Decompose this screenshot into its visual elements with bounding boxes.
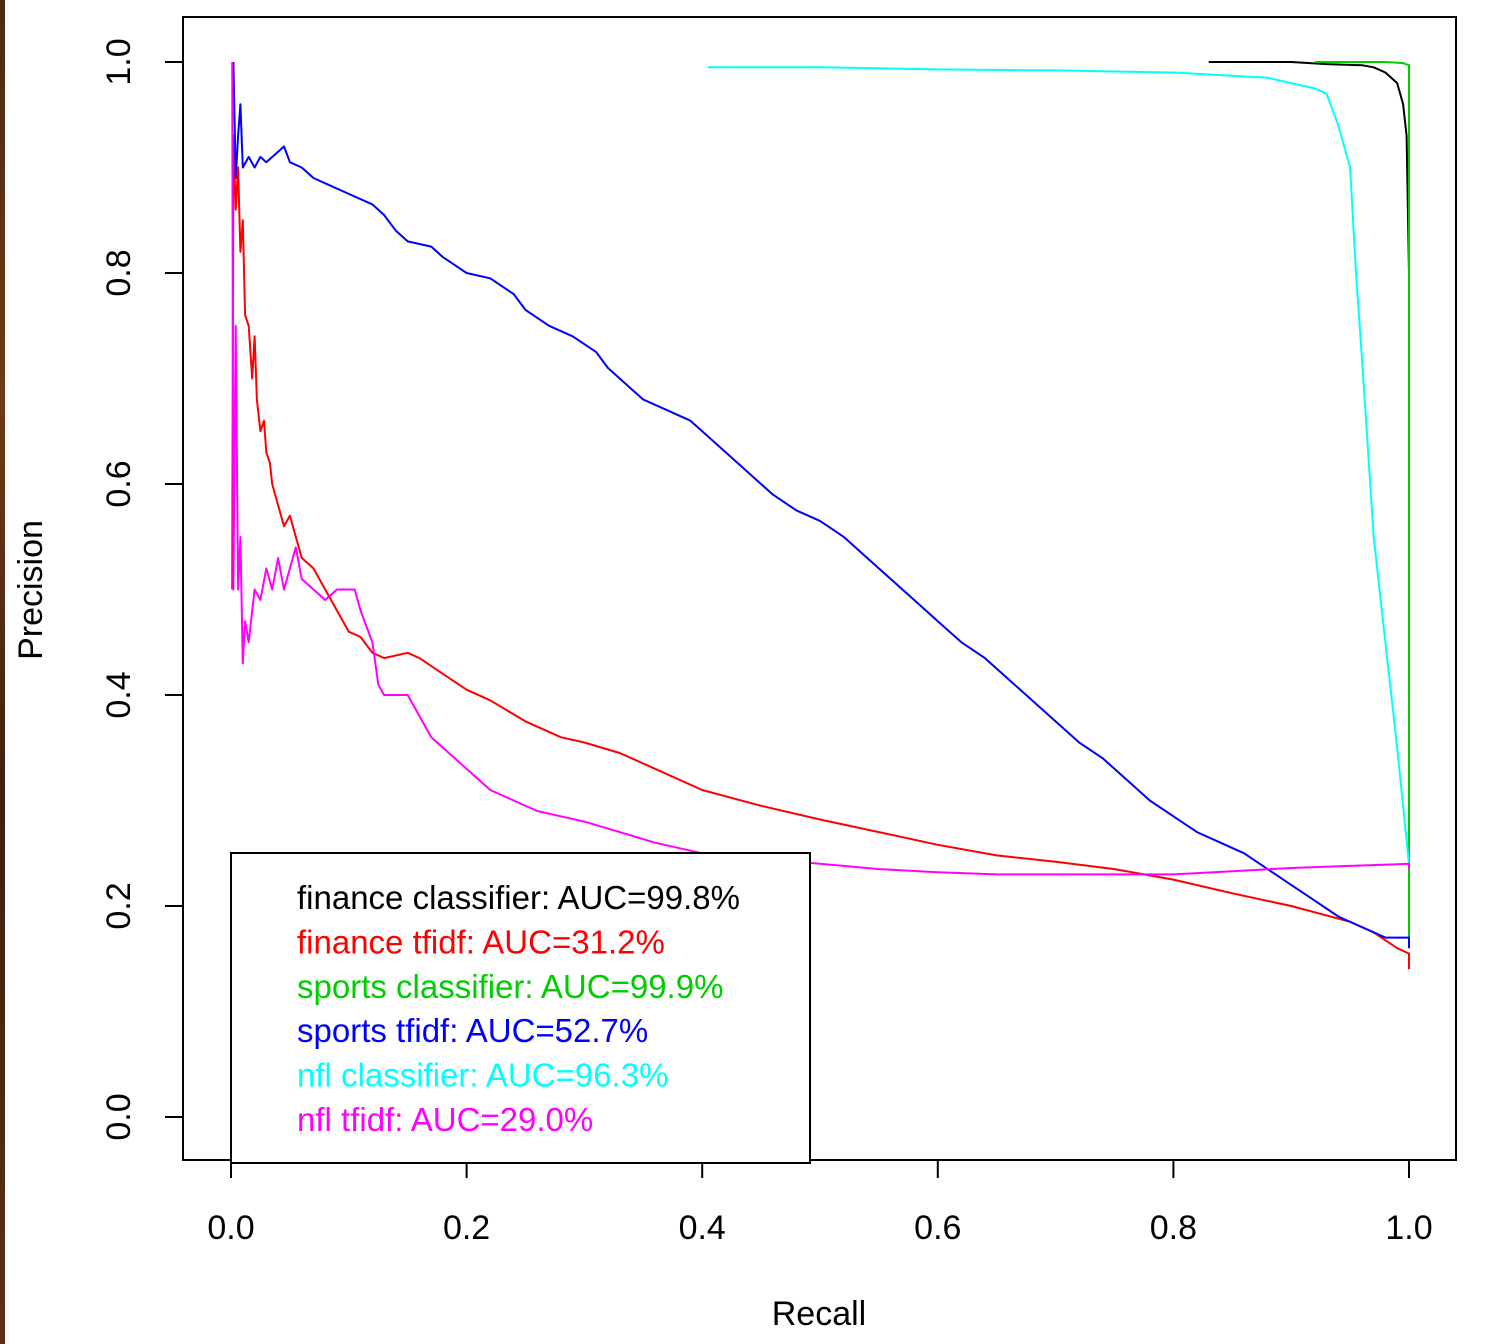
y-tick-label: 0.4 bbox=[100, 671, 138, 718]
legend-entry: finance classifier: AUC=99.8% bbox=[297, 879, 740, 916]
series-line-2 bbox=[1314, 61, 1410, 938]
left-edge-strip bbox=[0, 0, 5, 1344]
series-line-5 bbox=[231, 61, 1410, 876]
y-tick-label: 0.0 bbox=[100, 1093, 138, 1140]
y-tick-label: 0.8 bbox=[100, 249, 138, 296]
x-axis-title: Recall bbox=[772, 1295, 866, 1333]
x-tick-label: 0.6 bbox=[914, 1209, 961, 1247]
x-tick-label: 0.2 bbox=[443, 1209, 490, 1247]
legend-entry: nfl tfidf: AUC=29.0% bbox=[297, 1101, 593, 1138]
legend-entry: nfl classifier: AUC=96.3% bbox=[297, 1057, 668, 1094]
legend-entry: finance tfidf: AUC=31.2% bbox=[297, 923, 665, 960]
x-tick-label: 0.8 bbox=[1150, 1209, 1197, 1247]
x-tick-label: 1.0 bbox=[1385, 1209, 1432, 1247]
y-tick-label: 0.2 bbox=[100, 882, 138, 929]
legend-entry: sports classifier: AUC=99.9% bbox=[297, 968, 723, 1005]
series-line-4 bbox=[708, 66, 1410, 864]
x-tick-label: 0.4 bbox=[679, 1209, 726, 1247]
series-line-0 bbox=[1208, 61, 1410, 274]
x-tick-label: 0.0 bbox=[207, 1209, 254, 1247]
legend-box bbox=[230, 852, 811, 1164]
y-tick-label: 1.0 bbox=[100, 38, 138, 85]
y-tick-label: 0.6 bbox=[100, 460, 138, 507]
y-axis-title: Precision bbox=[12, 520, 50, 660]
series-line-1 bbox=[231, 134, 1410, 970]
series-line-3 bbox=[232, 61, 1410, 949]
axis-layer: 0.0 0.2 0.4 0.6 0.8 1.0 0.0 0.2 0.4 0.6 0.8 1.0 bbox=[100, 38, 1433, 1247]
legend-entry: sports tfidf: AUC=52.7% bbox=[297, 1012, 648, 1049]
legend-entries: finance classifier: AUC=99.8% finance tfi… bbox=[297, 879, 740, 1138]
legend: finance classifier: AUC=99.8% finance tfi… bbox=[230, 852, 811, 1164]
series-layer bbox=[231, 61, 1410, 970]
